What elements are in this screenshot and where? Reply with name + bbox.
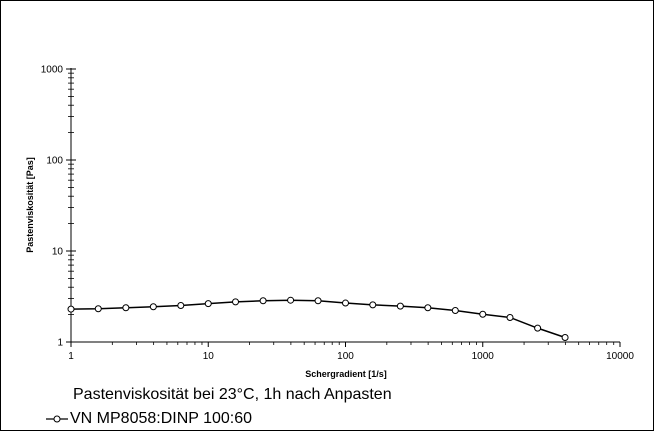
x-tick-label: 10000: [606, 351, 634, 362]
data-point: [149, 303, 157, 311]
data-point: [534, 324, 542, 332]
data-point: [232, 298, 240, 306]
data-point: [287, 296, 295, 304]
data-point: [506, 313, 514, 321]
data-point: [424, 304, 432, 312]
data-point: [122, 304, 130, 312]
data-point: [204, 300, 212, 308]
data-point: [396, 302, 404, 310]
x-tick-label: 100: [337, 351, 354, 362]
y-axis-title: Pastenviskosität [Pas]: [25, 157, 35, 253]
data-point: [479, 310, 487, 318]
data-point: [314, 297, 322, 305]
ticks: [66, 68, 621, 347]
legend-marker: [46, 415, 68, 423]
data-point: [561, 334, 569, 342]
data-point: [259, 297, 267, 305]
x-tick-label: 10: [203, 351, 215, 362]
tick-labels: 1 10 100 1000 10000 1 10 100 1000: [41, 65, 635, 363]
x-tick-label: 1000: [472, 351, 495, 362]
legend-series-label: VN MP8058:DINP 100:60: [70, 410, 253, 427]
series-layer: [67, 296, 569, 342]
y-tick-label: 1: [57, 338, 63, 349]
data-point: [67, 305, 75, 313]
data-point: [342, 299, 349, 307]
data-point: [177, 301, 185, 309]
data-point: [369, 301, 377, 309]
data-point: [94, 305, 102, 313]
chart-caption: Pastenviskosität bei 23°C, 1h nach Anpas…: [73, 386, 392, 403]
legend: VN MP8058:DINP 100:60: [46, 410, 252, 428]
data-point: [451, 306, 459, 314]
y-tick-label: 1000: [41, 65, 64, 76]
x-tick-label: 1: [68, 351, 74, 362]
y-tick-label: 100: [46, 156, 63, 167]
y-tick-label: 10: [52, 247, 64, 258]
x-axis-title: Schergradient [1/s]: [305, 369, 387, 379]
